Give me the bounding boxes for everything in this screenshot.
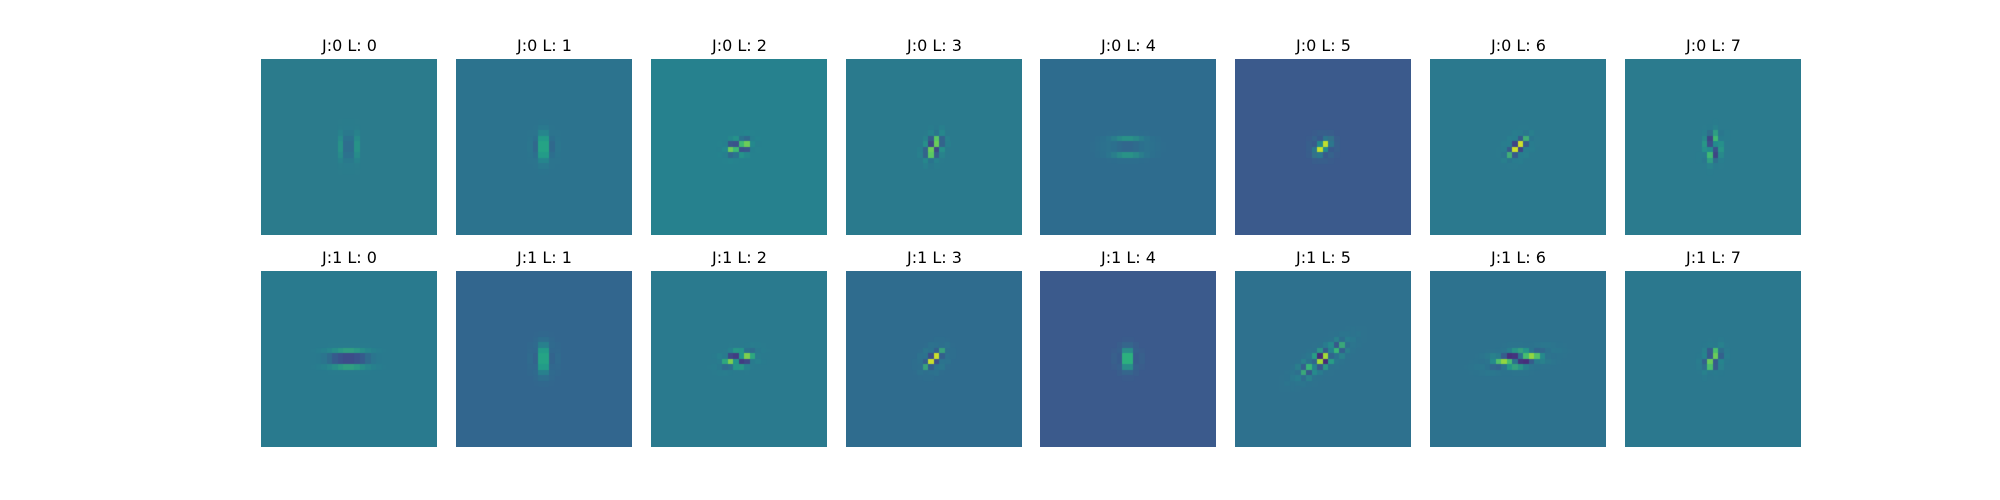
filter-panel: J:1 L: 1 (456, 248, 633, 448)
panel-title: J:1 L: 7 (1686, 248, 1741, 267)
filter-panel: J:1 L: 2 (651, 248, 828, 448)
panel-title: J:0 L: 6 (1491, 36, 1546, 55)
panel-title: J:0 L: 3 (907, 36, 962, 55)
filter-image (651, 271, 827, 447)
panel-title: J:1 L: 4 (1101, 248, 1156, 267)
filter-image (261, 59, 437, 235)
filter-image (1430, 271, 1606, 447)
panel-title: J:1 L: 3 (907, 248, 962, 267)
panel-title: J:1 L: 1 (517, 248, 572, 267)
filter-panel: J:1 L: 4 (1040, 248, 1217, 448)
filter-panel: J:0 L: 7 (1625, 36, 1802, 236)
panel-title: J:0 L: 7 (1686, 36, 1741, 55)
filter-image (1625, 59, 1801, 235)
filter-image (1040, 271, 1216, 447)
filter-panel: J:1 L: 5 (1235, 248, 1412, 448)
panel-title: J:1 L: 0 (322, 248, 377, 267)
filter-panel: J:1 L: 3 (846, 248, 1023, 448)
panel-title: J:1 L: 5 (1296, 248, 1351, 267)
filter-panel: J:0 L: 5 (1235, 36, 1412, 236)
filter-panel: J:0 L: 1 (456, 36, 633, 236)
filter-panel: J:0 L: 4 (1040, 36, 1217, 236)
filter-image (846, 271, 1022, 447)
panel-title: J:1 L: 6 (1491, 248, 1546, 267)
panel-title: J:0 L: 5 (1296, 36, 1351, 55)
filter-panel: J:1 L: 6 (1430, 248, 1607, 448)
filter-image (1625, 271, 1801, 447)
panel-title: J:0 L: 2 (712, 36, 767, 55)
filter-image (1040, 59, 1216, 235)
filter-panel: J:0 L: 0 (261, 36, 438, 236)
filter-image (456, 271, 632, 447)
filter-panel: J:0 L: 6 (1430, 36, 1607, 236)
filter-image (1430, 59, 1606, 235)
filter-panel: J:0 L: 3 (846, 36, 1023, 236)
filter-panel: J:1 L: 0 (261, 248, 438, 448)
filter-panel: J:1 L: 7 (1625, 248, 1802, 448)
panel-title: J:0 L: 4 (1101, 36, 1156, 55)
filter-image (1235, 59, 1411, 235)
filter-image (261, 271, 437, 447)
panel-title: J:0 L: 1 (517, 36, 572, 55)
filter-image (1235, 271, 1411, 447)
filter-image (456, 59, 632, 235)
filter-image (651, 59, 827, 235)
panel-title: J:1 L: 2 (712, 248, 767, 267)
panel-title: J:0 L: 0 (322, 36, 377, 55)
filter-image (846, 59, 1022, 235)
filter-panel: J:0 L: 2 (651, 36, 828, 236)
